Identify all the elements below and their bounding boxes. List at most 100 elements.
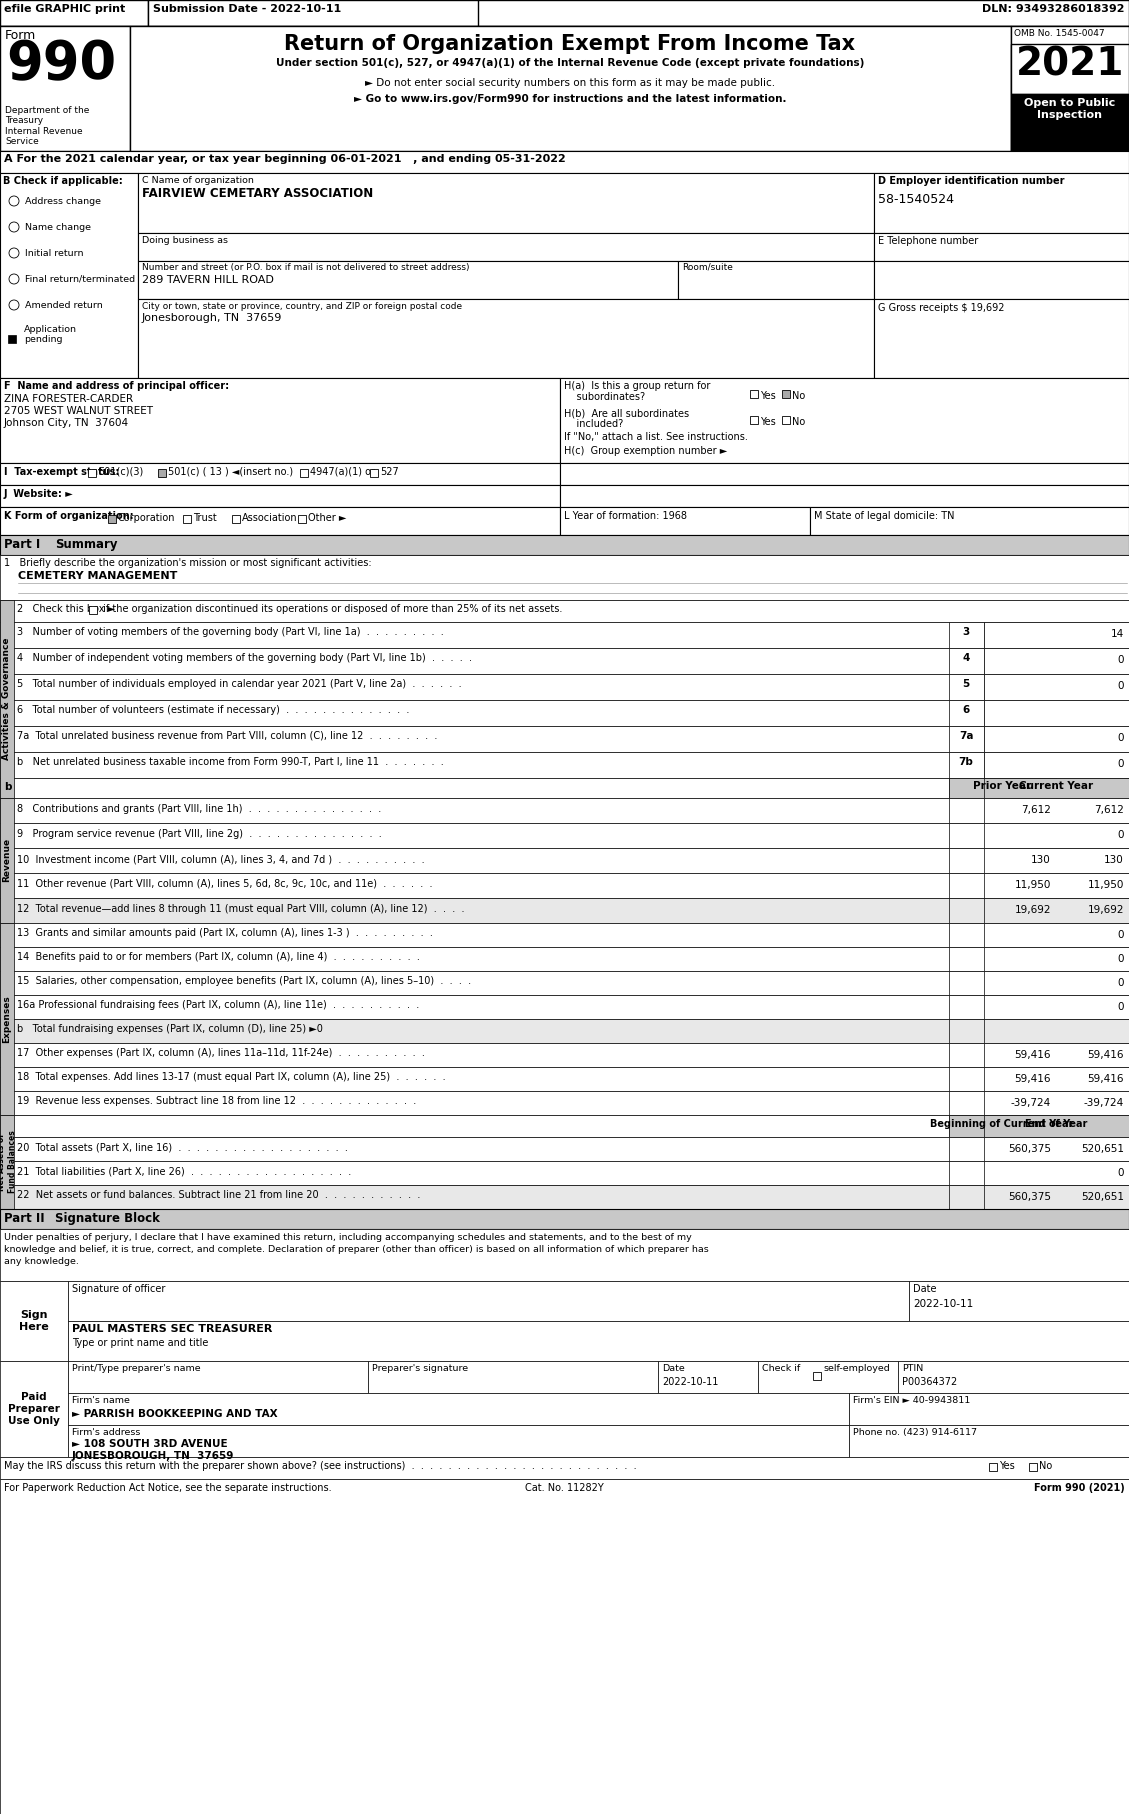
Text: 21  Total liabilities (Part X, line 26)  .  .  .  .  .  .  .  .  .  .  .  .  .  : 21 Total liabilities (Part X, line 26) .… — [17, 1166, 351, 1175]
Text: Room/suite: Room/suite — [682, 263, 733, 272]
Bar — [809, 506, 1129, 535]
Bar — [1010, 94, 1129, 151]
Bar — [984, 898, 1129, 923]
Text: 0: 0 — [1118, 655, 1124, 666]
Text: 0: 0 — [1118, 680, 1124, 691]
Text: 11,950: 11,950 — [1087, 880, 1124, 891]
Bar — [158, 470, 166, 477]
Bar — [984, 947, 1129, 970]
Text: 2705 WEST WALNUT STREET: 2705 WEST WALNUT STREET — [5, 406, 154, 415]
Text: Summary: Summary — [55, 539, 117, 551]
Text: 7b: 7b — [959, 756, 973, 767]
Bar — [984, 675, 1129, 700]
Text: K Form of organization:: K Form of organization: — [5, 512, 133, 521]
Text: Yes: Yes — [760, 392, 776, 401]
Text: 0: 0 — [1118, 758, 1124, 769]
Bar — [0, 1019, 1129, 1043]
Text: Firm's address: Firm's address — [72, 1428, 140, 1437]
Text: 5: 5 — [962, 678, 970, 689]
Bar — [949, 700, 984, 726]
Text: Initial return: Initial return — [25, 249, 84, 258]
Text: Submission Date - 2022-10-11: Submission Date - 2022-10-11 — [154, 4, 341, 15]
Bar — [1029, 1464, 1038, 1471]
Bar — [0, 25, 130, 151]
Text: B Check if applicable:: B Check if applicable: — [3, 176, 123, 187]
Text: 14  Benefits paid to or for members (Part IX, column (A), line 4)  .  .  .  .  .: 14 Benefits paid to or for members (Part… — [17, 952, 420, 961]
Text: 0: 0 — [1118, 978, 1124, 989]
Text: DLN: 93493286018392: DLN: 93493286018392 — [981, 4, 1124, 15]
Text: b   Net unrelated business taxable income from Form 990-T, Part I, line 11  .  .: b Net unrelated business taxable income … — [17, 756, 444, 767]
Text: efile GRAPHIC print: efile GRAPHIC print — [5, 4, 125, 15]
Bar — [984, 798, 1129, 824]
Text: 10  Investment income (Part VIII, column (A), lines 3, 4, and 7d )  .  .  .  .  : 10 Investment income (Part VIII, column … — [17, 854, 425, 863]
Text: 15  Salaries, other compensation, employee benefits (Part IX, column (A), lines : 15 Salaries, other compensation, employe… — [17, 976, 471, 987]
Text: May the IRS discuss this return with the preparer shown above? (see instructions: May the IRS discuss this return with the… — [5, 1460, 637, 1471]
Text: 130: 130 — [1031, 854, 1051, 865]
Bar — [679, 261, 874, 299]
Circle shape — [9, 249, 19, 258]
Bar — [89, 606, 97, 613]
Text: Name change: Name change — [25, 223, 91, 232]
Bar — [1010, 25, 1129, 151]
Text: 7a: 7a — [959, 731, 973, 740]
Text: 3: 3 — [962, 628, 970, 637]
Text: knowledge and belief, it is true, correct, and complete. Declaration of preparer: knowledge and belief, it is true, correc… — [5, 1244, 709, 1253]
Bar — [0, 172, 138, 377]
Bar — [758, 1360, 898, 1393]
Bar — [949, 622, 984, 648]
Bar — [949, 996, 1056, 1019]
Bar — [0, 1457, 1129, 1478]
Bar — [130, 25, 1010, 151]
Text: 0: 0 — [1118, 931, 1124, 940]
Text: A For the 2021 calendar year, or tax year beginning 06-01-2021   , and ending 05: A For the 2021 calendar year, or tax yea… — [5, 154, 566, 163]
Text: b   Total fundraising expenses (Part IX, column (D), line 25) ►0: b Total fundraising expenses (Part IX, c… — [17, 1023, 323, 1034]
Text: FAIRVIEW CEMETARY ASSOCIATION: FAIRVIEW CEMETARY ASSOCIATION — [142, 187, 374, 200]
Bar — [984, 700, 1129, 726]
Bar — [984, 1185, 1129, 1208]
Text: H(a)  Is this a group return for: H(a) Is this a group return for — [564, 381, 710, 392]
Bar — [750, 390, 758, 397]
Bar — [0, 600, 14, 798]
Bar — [0, 506, 560, 535]
Bar — [949, 675, 984, 700]
Text: 0: 0 — [1118, 1001, 1124, 1012]
Bar — [949, 1043, 1056, 1067]
Text: Net Assets or
Fund Balances: Net Assets or Fund Balances — [0, 1130, 17, 1194]
Text: Print/Type preparer's name: Print/Type preparer's name — [72, 1364, 201, 1373]
Bar — [0, 484, 560, 506]
Bar — [949, 898, 1056, 923]
Bar — [298, 515, 306, 522]
Bar — [0, 847, 1129, 873]
Bar — [984, 923, 1129, 947]
Text: 16a Professional fundraising fees (Part IX, column (A), line 11e)  .  .  .  .  .: 16a Professional fundraising fees (Part … — [17, 1000, 419, 1010]
Text: 6   Total number of volunteers (estimate if necessary)  .  .  .  .  .  .  .  .  : 6 Total number of volunteers (estimate i… — [17, 706, 410, 715]
Bar — [0, 798, 1129, 824]
Bar — [108, 515, 116, 522]
Text: 0: 0 — [1118, 831, 1124, 840]
Text: 11  Other revenue (Part VIII, column (A), lines 5, 6d, 8c, 9c, 10c, and 11e)  . : 11 Other revenue (Part VIII, column (A),… — [17, 880, 432, 889]
Bar — [874, 232, 1129, 261]
Text: 19,692: 19,692 — [1015, 905, 1051, 914]
Text: 289 TAVERN HILL ROAD: 289 TAVERN HILL ROAD — [142, 276, 274, 285]
Text: Revenue: Revenue — [2, 838, 11, 882]
Text: -39,724: -39,724 — [1010, 1097, 1051, 1108]
Bar — [0, 970, 1129, 996]
Text: subordinates?: subordinates? — [564, 392, 645, 403]
Text: Beginning of Current Year: Beginning of Current Year — [930, 1119, 1074, 1128]
Text: No: No — [1039, 1460, 1052, 1471]
Bar — [0, 726, 1129, 753]
Text: Signature Block: Signature Block — [55, 1212, 160, 1224]
Text: Paid
Preparer
Use Only: Paid Preparer Use Only — [8, 1393, 60, 1426]
Text: PAUL MASTERS SEC TREASURER: PAUL MASTERS SEC TREASURER — [72, 1324, 272, 1333]
Text: Current Year: Current Year — [1019, 782, 1093, 791]
Bar — [231, 515, 240, 522]
Text: H(b)  Are all subordinates: H(b) Are all subordinates — [564, 408, 689, 417]
Text: Doing business as: Doing business as — [142, 236, 228, 245]
Bar — [0, 1281, 68, 1360]
Bar — [0, 648, 1129, 675]
Bar — [0, 600, 1129, 622]
Bar — [0, 1116, 949, 1137]
Bar — [984, 1161, 1129, 1185]
Circle shape — [9, 274, 19, 285]
Text: I  Tax-exempt status:: I Tax-exempt status: — [5, 466, 120, 477]
